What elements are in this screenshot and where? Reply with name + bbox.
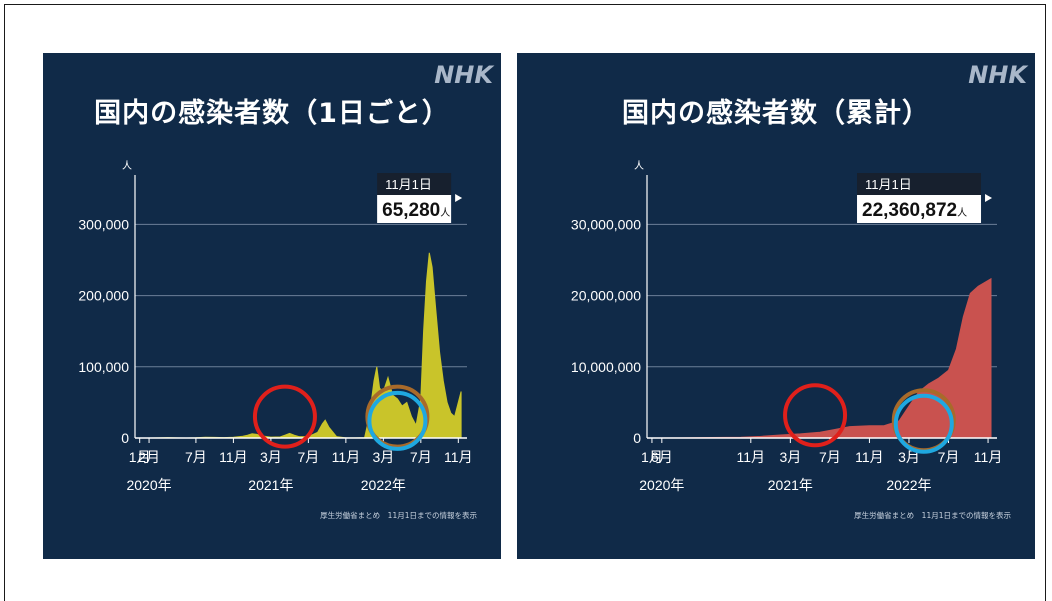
x-tick-label: 3月 — [372, 449, 394, 465]
y-tick-label: 20,000,000 — [571, 288, 641, 304]
x-tick-label: 11月 — [332, 449, 361, 465]
x-year-label: 2022年 — [361, 477, 406, 493]
callout-unit: 人 — [957, 207, 967, 219]
chart-title: 国内の感染者数（1日ごと） — [94, 98, 450, 129]
callout-value: 65,280人 — [382, 200, 450, 221]
blue-annotation-circle — [893, 393, 954, 454]
daily-cases-panel: NHK 国内の感染者数（1日ごと） 人 0 100,000 200,000 300,00… — [43, 53, 501, 559]
callout-pointer — [985, 194, 993, 202]
red-annotation-circle — [783, 383, 848, 448]
y-tick-label: 100,000 — [78, 359, 129, 375]
orange-annotation-circle — [365, 384, 430, 449]
x-year-label: 2020年 — [126, 477, 171, 493]
x-tick-label: 3月 — [260, 449, 282, 465]
x-year-label: 2022年 — [886, 477, 931, 493]
source-note: 厚生労働省まとめ 11月1日までの情報を表示 — [854, 511, 1011, 520]
chart-title: 国内の感染者数（累計） — [622, 98, 930, 129]
y-tick-label: 0 — [121, 430, 129, 446]
source-note: 厚生労働省まとめ 11月1日までの情報を表示 — [320, 511, 477, 520]
callout-date: 11月1日 — [865, 177, 912, 192]
image-frame: NHK 国内の感染者数（1日ごと） 人 0 100,000 200,000 300,00… — [4, 4, 1046, 601]
series-area — [139, 252, 462, 439]
nhk-logo: NHK — [968, 61, 1027, 89]
callout-date-box — [377, 173, 452, 195]
x-tick-label: 11月 — [444, 449, 473, 465]
y-tick-label: 300,000 — [78, 216, 129, 232]
x-tick-label: 11月 — [855, 449, 884, 465]
x-tick-label: 1月 — [129, 449, 151, 465]
callout-value: 22,360,872人 — [862, 200, 967, 221]
y-tick-label: 10,000,000 — [571, 359, 641, 375]
x-tick-label: 7月 — [185, 449, 207, 465]
x-tick-label: 2月 — [138, 449, 160, 465]
y-tick-label: 200,000 — [78, 288, 129, 304]
x-tick-label: 3月 — [779, 449, 801, 465]
x-tick-label: 11月 — [974, 449, 1003, 465]
callout-date-box — [857, 173, 982, 195]
y-tick-label: 30,000,000 — [571, 216, 641, 232]
x-tick-label: 3月 — [898, 449, 920, 465]
series-area — [651, 277, 992, 439]
y-axis-unit-label: 人 — [122, 160, 132, 172]
x-tick-label: 1月 — [641, 449, 663, 465]
x-tick-label: 11月 — [737, 449, 766, 465]
x-year-label: 2020年 — [639, 477, 684, 493]
red-annotation-circle — [252, 384, 317, 449]
cumulative-cases-panel: NHK 国内の感染者数（累計） 人 0 10,000,000 20,000,000 30… — [517, 53, 1035, 559]
callout-date: 11月1日 — [385, 177, 432, 192]
x-tick-label: 7月 — [819, 449, 841, 465]
x-tick-label: 6月 — [651, 449, 673, 465]
x-tick-label: 7月 — [938, 449, 960, 465]
nhk-logo: NHK — [434, 61, 493, 89]
callout-value-box — [377, 195, 452, 223]
x-tick-label: 7月 — [297, 449, 319, 465]
callout-pointer — [455, 194, 463, 202]
callout-unit: 人 — [440, 207, 450, 219]
y-axis-unit-label: 人 — [634, 160, 644, 172]
x-tick-label: 7月 — [410, 449, 432, 465]
x-year-label: 2021年 — [768, 477, 813, 493]
x-year-label: 2021年 — [248, 477, 293, 493]
x-tick-label: 11月 — [219, 449, 248, 465]
blue-annotation-circle — [367, 390, 428, 451]
callout-value-box — [857, 195, 982, 223]
y-tick-label: 0 — [633, 430, 641, 446]
